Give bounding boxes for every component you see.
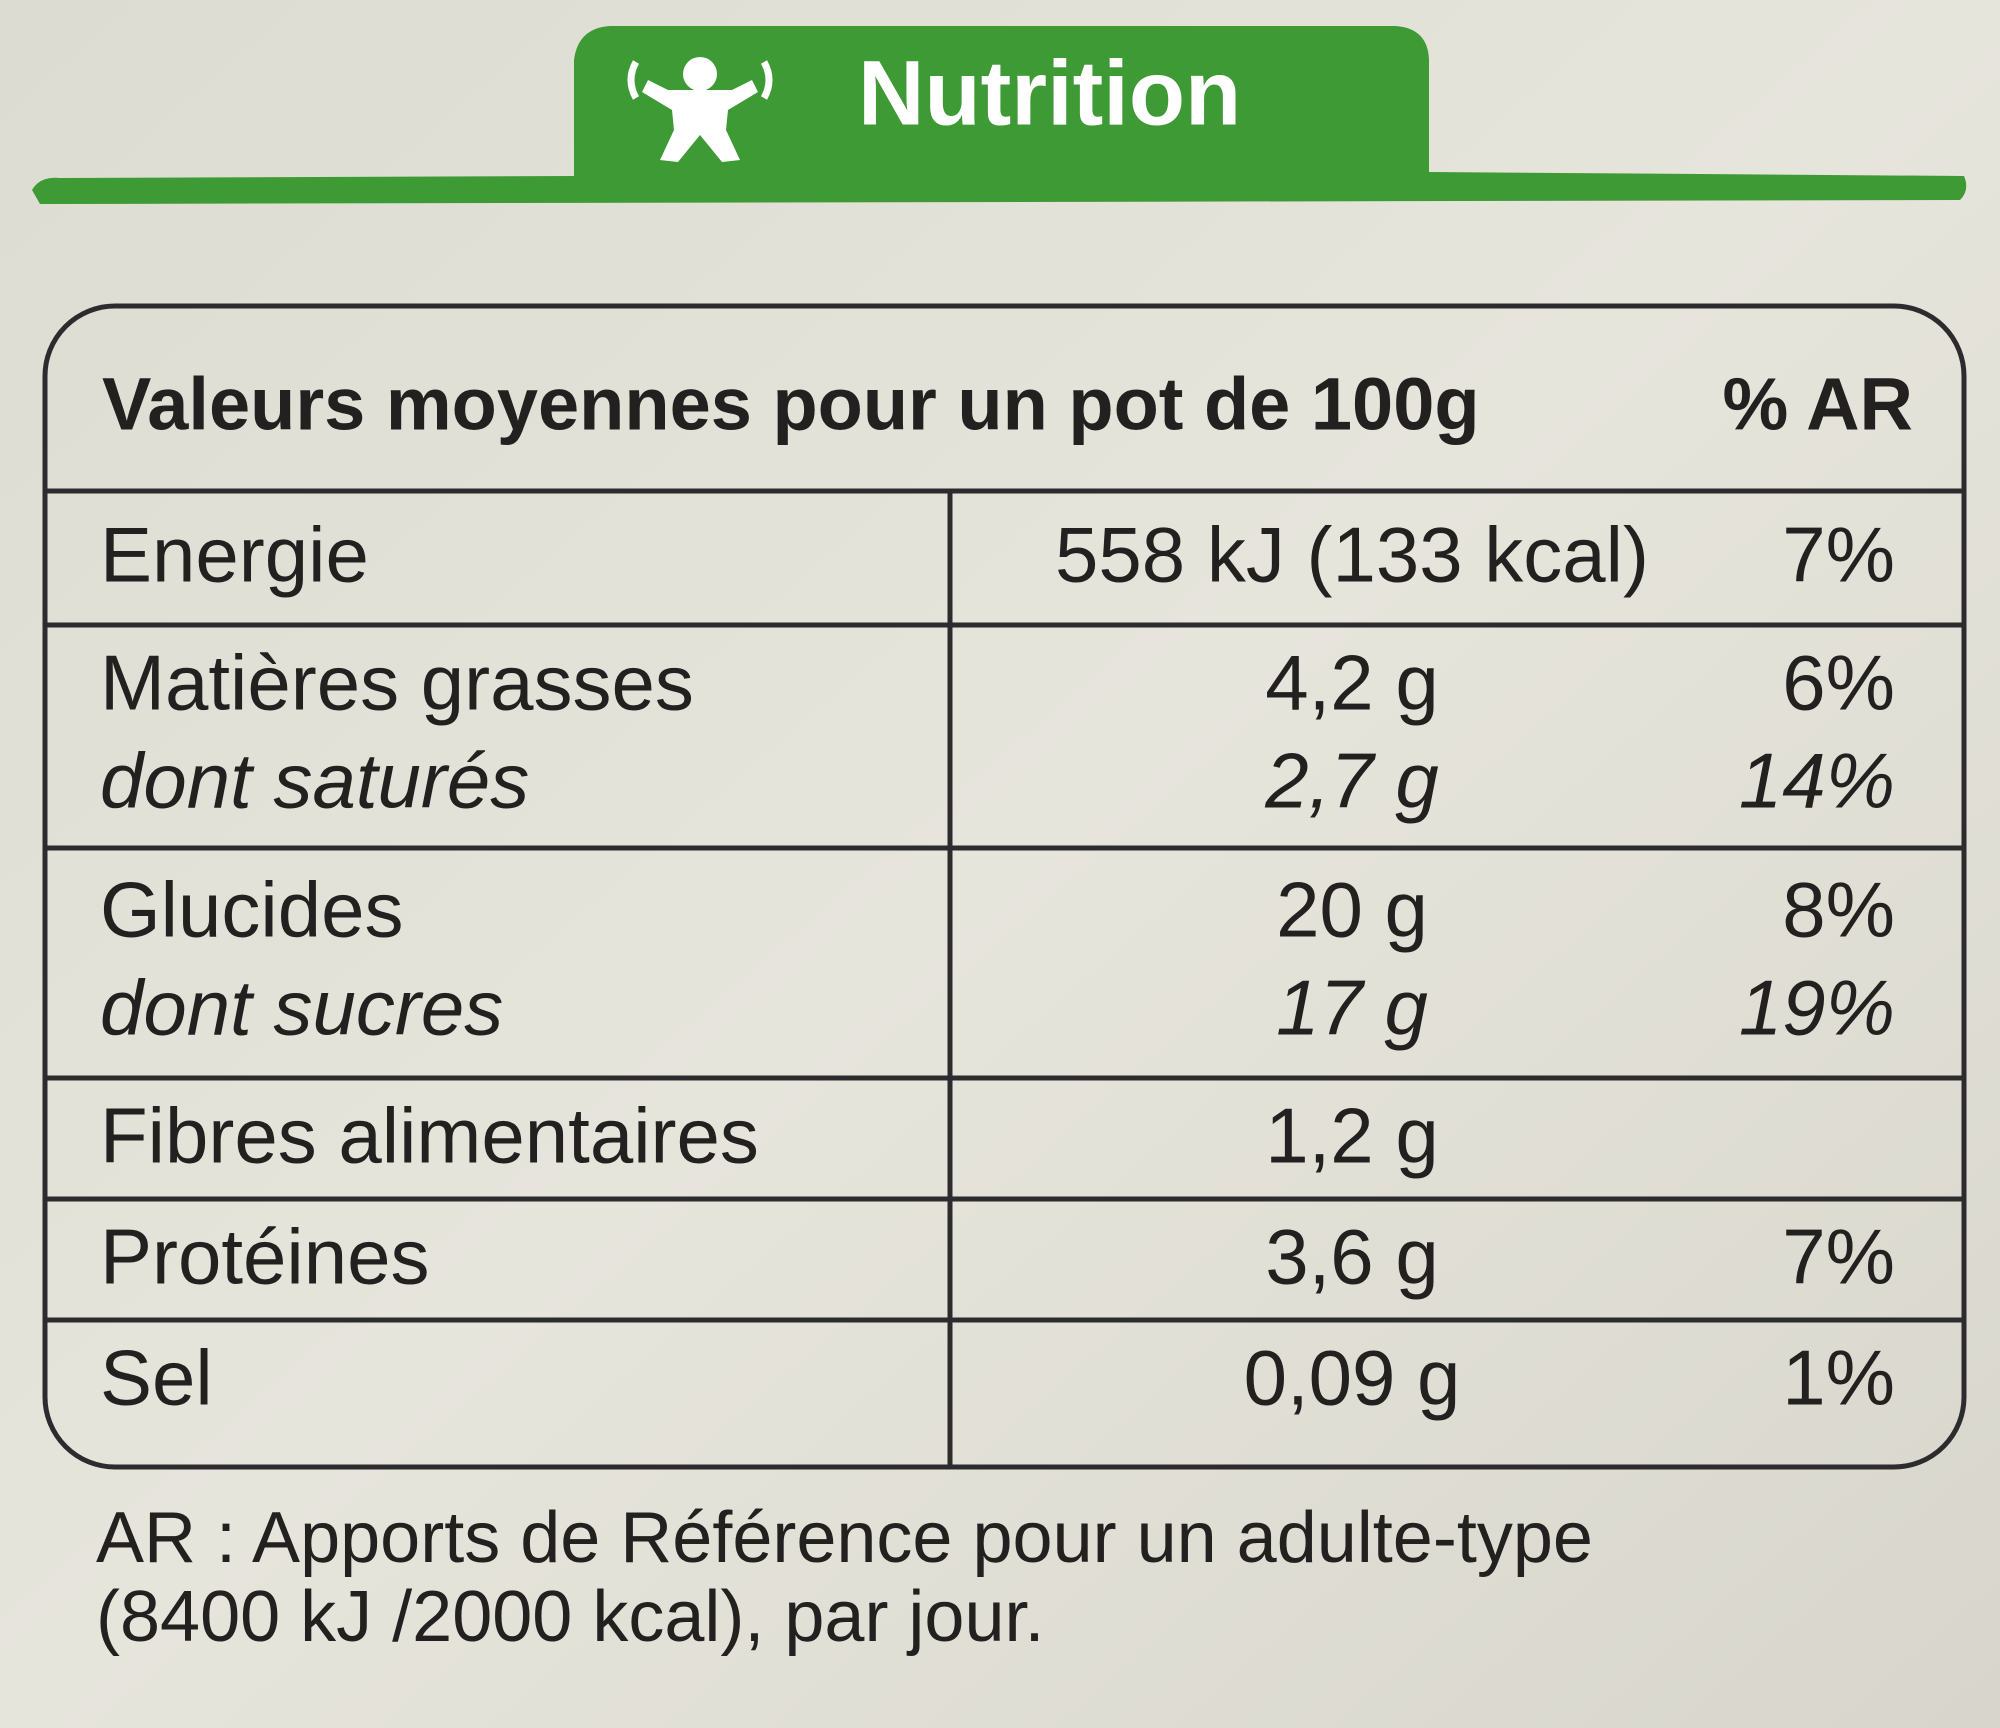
nutrient-value: 1,2 g <box>1265 1092 1438 1180</box>
reference-intake: 6% <box>1782 639 1895 727</box>
reference-intake: 19% <box>1739 964 1895 1052</box>
nutrient-value: 0,09 g <box>1244 1334 1461 1422</box>
nutrient-value: 3,6 g <box>1265 1213 1438 1301</box>
table-header: % AR <box>1723 363 1914 446</box>
footnote: AR : Apports de Référence pour un adulte… <box>96 1498 1593 1578</box>
nutrient-value: 4,2 g <box>1265 639 1438 727</box>
reference-intake: 14% <box>1739 737 1895 825</box>
nutrient-value: 17 g <box>1276 964 1428 1052</box>
nutrient-name: dont saturés <box>100 737 529 825</box>
table-header: Valeurs moyennes pour un pot de 100g <box>102 363 1480 446</box>
footnote: (8400 kJ /2000 kcal), par jour. <box>96 1577 1045 1657</box>
reference-intake: 8% <box>1782 866 1895 954</box>
reference-intake: 7% <box>1782 511 1895 599</box>
nutrient-name: Matières grasses <box>100 639 694 727</box>
table: Valeurs moyennes pour un pot de 100g % AR… <box>45 363 1964 1467</box>
nutrient-name: Glucides <box>100 866 403 954</box>
nutrient-name: Fibres alimentaires <box>100 1092 759 1180</box>
nutrient-value: 20 g <box>1276 866 1428 954</box>
nutrient-name: Energie <box>100 511 369 599</box>
nutrient-value: 2,7 g <box>1264 737 1438 825</box>
nutrient-name: dont sucres <box>100 964 503 1052</box>
child-icon <box>627 57 773 162</box>
nutrient-name: Sel <box>100 1334 213 1422</box>
title: Nutrition <box>858 42 1241 144</box>
nutrient-name: Protéines <box>100 1213 430 1301</box>
table-frame <box>42 303 1967 1470</box>
reference-intake: 1% <box>1782 1334 1895 1422</box>
title-banner <box>32 26 1967 204</box>
reference-intake: 7% <box>1782 1213 1895 1301</box>
nutrient-value: 558 kJ (133 kcal) <box>1055 511 1649 599</box>
